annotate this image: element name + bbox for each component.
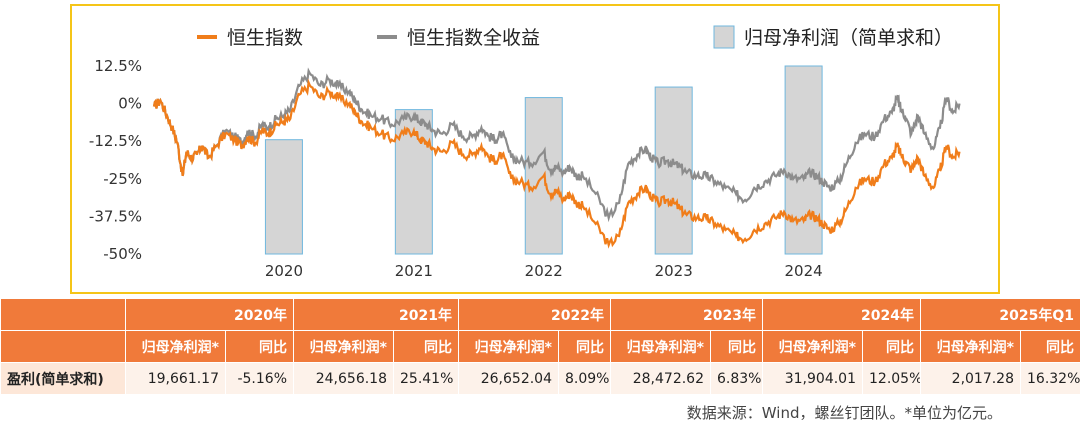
y-tick-label: -37.5%: [89, 207, 142, 225]
table-cell-profit: 24,656.18: [293, 362, 394, 395]
profit-table: 2020年 2021年 2022年 2023年 2024年 2025年Q1 归母…: [0, 298, 1080, 395]
table-sub-profit: 归母净利润*: [920, 330, 1021, 363]
table-year-2024: 2024年: [762, 298, 921, 331]
x-tick-label: 2023: [655, 262, 693, 280]
table-sub-yoy: 同比: [225, 330, 294, 363]
table-sub-yoy: 同比: [393, 330, 459, 363]
table-year-2022: 2022年: [458, 298, 611, 331]
hsi-line: [152, 78, 961, 249]
table-year-2020: 2020年: [125, 298, 294, 331]
table-sub-yoy: 同比: [558, 330, 611, 363]
table-year-row: 2020年 2021年 2022年 2023年 2024年 2025年Q1: [0, 298, 1080, 331]
legend: 恒生指数 恒生指数全收益 归母净利润（简单求和）: [197, 25, 953, 49]
table-cell-yoy: -5.16%: [225, 362, 294, 395]
legend-hsi-label: 恒生指数: [227, 27, 303, 49]
legend-profit-swatch: [713, 25, 735, 49]
table-subheader-row: 归母净利润* 同比 归母净利润* 同比 归母净利润* 同比 归母净利润* 同比 …: [0, 330, 1080, 363]
table-sub-profit: 归母净利润*: [610, 330, 711, 363]
table-cell-yoy: 16.32%: [1019, 362, 1080, 395]
table-sub-profit: 归母净利润*: [125, 330, 226, 363]
x-axis: 2020 2021 2022 2023 2024: [265, 262, 823, 280]
table-cell-profit: 31,904.01: [762, 362, 863, 395]
y-tick-label: -50%: [103, 245, 142, 263]
y-tick-label: -12.5%: [89, 132, 142, 150]
legend-profit-label: 归母净利润（简单求和）: [744, 27, 953, 49]
table-year-2021: 2021年: [293, 298, 459, 331]
chart-frame: 恒生指数 恒生指数全收益 归母净利润（简单求和） 12.5% 0% -12.5% -2…: [70, 4, 1000, 294]
table-corner-sub: [0, 330, 126, 363]
x-tick-label: 2020: [265, 262, 303, 280]
chart-plot: 恒生指数 恒生指数全收益 归母净利润（简单求和） 12.5% 0% -12.5% -2…: [89, 25, 961, 280]
table-sub-profit: 归母净利润*: [458, 330, 559, 363]
table-cell-yoy: 6.83%: [710, 362, 763, 395]
source-note: 数据来源：Wind，螺丝钉团队。*单位为亿元。: [686, 404, 1002, 422]
legend-hsi-tr-label: 恒生指数全收益: [407, 27, 540, 49]
y-tick-label: -25%: [103, 170, 142, 188]
table-cell-yoy: 8.09%: [558, 362, 611, 395]
table-corner: [0, 298, 126, 331]
x-tick-label: 2022: [525, 262, 563, 280]
profit-bar: [264, 139, 303, 255]
table-sub-profit: 归母净利润*: [762, 330, 863, 363]
table-row: 盈利(简单求和) 19,661.17 -5.16% 24,656.18 25.4…: [0, 362, 1080, 395]
hsi-total-return-line: [152, 67, 961, 223]
table-year-2023: 2023年: [610, 298, 763, 331]
profit-bar: [784, 65, 823, 255]
y-tick-label: 0%: [118, 95, 142, 113]
table-cell-profit: 2,017.28: [920, 362, 1021, 395]
x-tick-label: 2024: [785, 262, 823, 280]
table-sub-yoy: 同比: [862, 330, 921, 363]
table-cell-yoy: 25.41%: [393, 362, 459, 395]
table-row-label: 盈利(简单求和): [0, 362, 126, 395]
table-cell-profit: 19,661.17: [125, 362, 226, 395]
x-tick-label: 2021: [395, 262, 433, 280]
profit-bars: [264, 65, 823, 255]
y-tick-label: 12.5%: [94, 57, 142, 75]
table-year-2025q1: 2025年Q1: [919, 298, 1080, 331]
table-cell-profit: 26,652.04: [458, 362, 559, 395]
table-cell-profit: 28,472.62: [610, 362, 711, 395]
table-sub-profit: 归母净利润*: [293, 330, 394, 363]
index-lines: [152, 67, 961, 249]
y-axis: 12.5% 0% -12.5% -25% -37.5% -50%: [89, 57, 142, 263]
table-cell-yoy: 12.05%: [862, 362, 921, 395]
table-sub-yoy: 同比: [710, 330, 763, 363]
table-sub-yoy: 同比: [1019, 330, 1080, 363]
